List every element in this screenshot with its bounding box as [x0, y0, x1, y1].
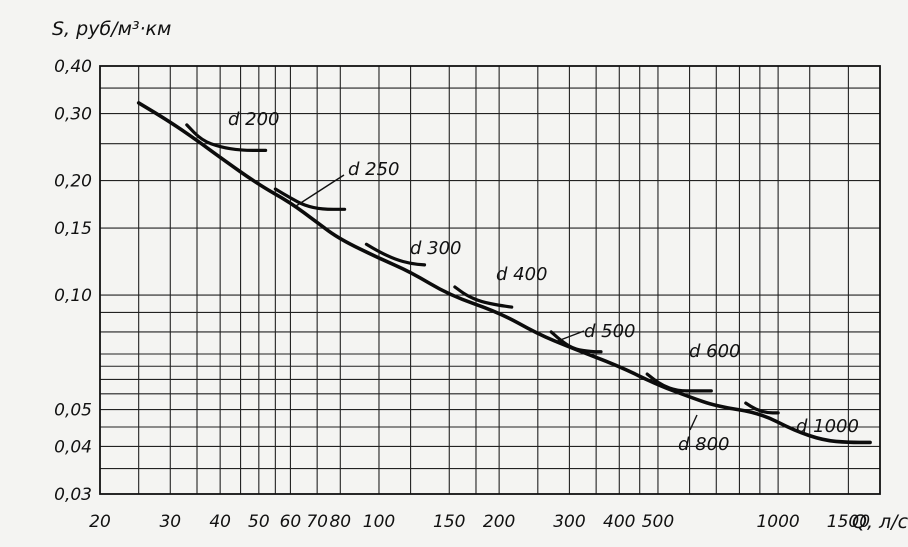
- y-tick-label: 0,04: [54, 437, 92, 457]
- grid: [100, 66, 880, 494]
- x-tick-label: 60: [280, 512, 302, 532]
- y-tick-label: 0,03: [54, 485, 92, 505]
- branch-d400: [453, 285, 514, 309]
- branch-d800: [744, 401, 780, 415]
- x-tick-label: 200: [483, 512, 515, 532]
- series-layer: [136, 101, 872, 445]
- plot-border: [99, 65, 881, 495]
- y-tick-label: 0,05: [54, 401, 92, 421]
- branch-d200: [185, 123, 268, 152]
- x-tick-label: 80: [329, 512, 351, 532]
- curve-label-d200: d 200: [228, 109, 280, 130]
- curve-label-d800: d 800: [678, 434, 730, 455]
- x-axis-title: Q, л/с: [852, 511, 908, 533]
- branch-pointer-d800: [689, 414, 698, 431]
- x-tick-label: 1500: [827, 512, 870, 532]
- y-tick-label: 0,15: [54, 219, 92, 239]
- y-tick-label: 0,10: [54, 286, 92, 306]
- x-tick-label: 100: [363, 512, 395, 532]
- tick-labels: 20 30 40 50 60 70 80 100 150 200 300 400 500 1000 1500…: [54, 57, 870, 532]
- x-tick-label: 150: [433, 512, 465, 532]
- x-tick-label: 500: [642, 512, 674, 532]
- x-tick-label: 1000: [756, 512, 799, 532]
- x-tick-label: 40: [209, 512, 231, 532]
- branch-d300: [364, 242, 427, 267]
- branch-pointer-d250: [295, 174, 345, 207]
- curve-label-d250: d 250: [348, 159, 400, 180]
- series-line-0: [136, 101, 872, 445]
- x-tick-label: 70: [306, 512, 328, 532]
- curve-label-d600: d 600: [689, 341, 741, 362]
- curve-label-d1000: d 1000: [796, 416, 859, 437]
- x-tick-label: 400: [603, 512, 635, 532]
- x-tick-label: 300: [553, 512, 585, 532]
- curve-label-d400: d 400: [496, 264, 548, 285]
- y-axis-title: S, руб/м³·км: [52, 18, 171, 40]
- curve-label-d300: d 300: [410, 238, 462, 259]
- x-tick-label: 50: [248, 512, 270, 532]
- plot-frame: [99, 65, 881, 495]
- branch-d250: [273, 187, 347, 211]
- y-tick-label: 0,20: [54, 172, 92, 192]
- x-tick-label: 30: [159, 512, 181, 532]
- y-tick-label: 0,40: [54, 57, 92, 77]
- branch-pointer-d500: [554, 330, 585, 343]
- y-tick-label: 0,30: [54, 105, 92, 125]
- curve-label-d500: d 500: [584, 321, 636, 342]
- x-tick-label: 20: [89, 512, 111, 532]
